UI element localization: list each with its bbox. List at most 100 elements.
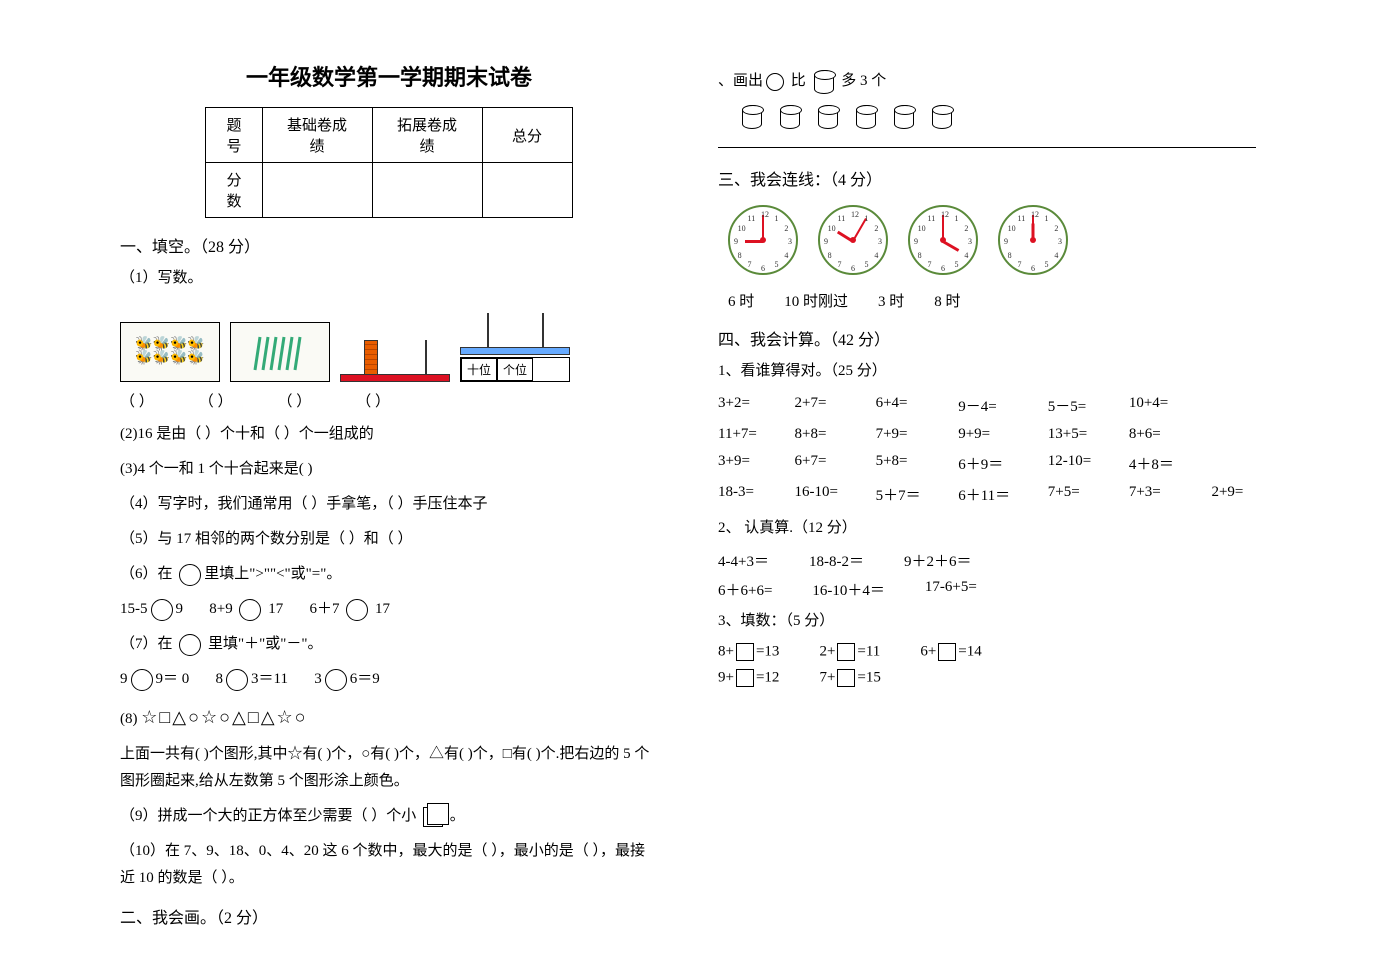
q8: (8) ☆□△○☆○△□△☆○	[120, 701, 658, 733]
calc-cell[interactable]: 7+9=	[876, 426, 934, 443]
clock-number: 4	[874, 251, 878, 260]
q7-items: 99＝ 0 83＝11 36＝9	[120, 666, 658, 693]
draw-instruction: 、画出 比 多 3 个	[718, 68, 1256, 95]
clock-4[interactable]: 123456789101112	[998, 205, 1068, 275]
p3b: 2+	[819, 643, 835, 659]
calc-cell[interactable]	[1211, 395, 1256, 416]
clock-number: 7	[838, 260, 842, 269]
sec3-head: 三、我会连线：（4 分）	[718, 166, 1256, 190]
cylinder-icon	[894, 105, 914, 129]
calc-item[interactable]: 9＋2＋6＝	[904, 550, 972, 571]
clock-3[interactable]: 123456789101112	[908, 205, 978, 275]
blank-2[interactable]: （ ）	[199, 390, 233, 411]
q6av: 9	[176, 601, 184, 617]
calc-cell[interactable]: 16-10=	[794, 484, 850, 505]
q6c: 6＋7	[309, 601, 339, 617]
calc-cell[interactable]: 7+3=	[1129, 484, 1187, 505]
calc-cell[interactable]: 18-3=	[718, 484, 769, 505]
q10: （10）在 7、9、18、0、4、20 这 6 个数中，最大的是（ ），最小的是…	[120, 838, 658, 892]
clock-number: 3	[1058, 237, 1062, 246]
fill-item: 8+=13	[718, 643, 779, 661]
blank-3[interactable]: （ ）	[278, 390, 312, 411]
fill-item: 7+ =15	[819, 669, 880, 687]
p2-row1: 4-4+3＝ 18-8-2＝ 9＋2＋6＝	[718, 550, 1256, 571]
cell-ext[interactable]	[372, 163, 482, 218]
circle-blank[interactable]	[131, 669, 153, 691]
blank-1[interactable]: （ ）	[120, 390, 154, 411]
p3e: 7+	[819, 669, 835, 685]
square-blank[interactable]	[837, 669, 855, 687]
calc-cell[interactable]: 6+7=	[794, 453, 850, 474]
abacus-2-wrap: 十位 个位	[460, 300, 570, 382]
abacus-labels: 十位 个位	[460, 357, 570, 382]
clock-number: 2	[874, 224, 878, 233]
calc-cell[interactable]: 5+8=	[876, 453, 934, 474]
circle-blank[interactable]	[239, 599, 261, 621]
calc-cell[interactable]: 9－4=	[958, 395, 1023, 416]
calc-cell[interactable]: 4＋8＝	[1129, 453, 1187, 474]
score-table: 题号 基础卷成绩 拓展卷成绩 总分 分数	[205, 107, 572, 218]
q7-pre: （7）在	[120, 636, 176, 652]
calc-cell[interactable]: 11+7=	[718, 426, 769, 443]
clock-number: 1	[955, 214, 959, 223]
square-blank[interactable]	[938, 643, 956, 661]
calc-cell[interactable]: 8+8=	[794, 426, 850, 443]
p3bv: =11	[857, 643, 880, 659]
calc-cell[interactable]: 10+4=	[1129, 395, 1187, 416]
calc-cell[interactable]: 9+9=	[958, 426, 1023, 443]
p3d: 9+	[718, 669, 734, 685]
circle-blank[interactable]	[226, 669, 248, 691]
p2-head: 2、 认真算.（12 分）	[718, 515, 1256, 542]
example-cylinder-icon	[814, 70, 834, 94]
calc-cell[interactable]: 7+5=	[1048, 484, 1104, 505]
calc-cell[interactable]: 6＋9＝	[958, 453, 1023, 474]
calc-item[interactable]: 6＋6+6=	[718, 579, 772, 600]
calc-item[interactable]: 18-8-2＝	[809, 550, 864, 571]
calc-cell[interactable]	[1211, 453, 1256, 474]
calc-cell[interactable]: 2+9=	[1211, 484, 1256, 505]
calc-cell[interactable]: 3+9=	[718, 453, 769, 474]
q7av: 9＝ 0	[156, 671, 190, 687]
circle-blank[interactable]	[151, 599, 173, 621]
square-blank[interactable]	[736, 643, 754, 661]
q7c: 3	[314, 671, 322, 687]
clock-number: 12	[941, 210, 949, 219]
calc-cell[interactable]: 5－5=	[1048, 395, 1104, 416]
q8-text: 上面一共有( )个图形,其中☆有( )个，○有( )个，△有( )个，□有( )…	[120, 741, 658, 795]
circle-blank[interactable]	[325, 669, 347, 691]
clock-number: 5	[865, 260, 869, 269]
clock-1[interactable]: 123456789101112	[728, 205, 798, 275]
p3ev: =15	[857, 669, 880, 685]
calc-cell[interactable]: 5＋7＝	[876, 484, 934, 505]
circle-blank[interactable]	[346, 599, 368, 621]
th-basic: 基础卷成绩	[262, 108, 372, 163]
calc-item[interactable]: 17-6+5=	[925, 579, 977, 600]
q6-post: 里填上">""<"或"="。	[204, 566, 341, 582]
clock-number: 4	[784, 251, 788, 260]
calc-cell[interactable]: 6+4=	[876, 395, 934, 416]
calc-cell[interactable]: 8+6=	[1129, 426, 1187, 443]
clock-number: 7	[928, 260, 932, 269]
q2: (2)16 是由（ ）个十和（ ）个一组成的	[120, 421, 658, 448]
calc-item[interactable]: 16-10＋4＝	[812, 579, 885, 600]
q9-pre: （9）拼成一个大的正方体至少需要（ ）个小	[120, 808, 420, 824]
calc-cell[interactable]: 13+5=	[1048, 426, 1104, 443]
calc-item[interactable]: 4-4+3＝	[718, 550, 769, 571]
th-num: 题号	[206, 108, 262, 163]
blank-4[interactable]: （ ）	[356, 390, 390, 411]
cell-basic[interactable]	[262, 163, 372, 218]
times-row: 6 时 10 时刚过 3 时 8 时	[728, 290, 1256, 311]
calc-cell[interactable]: 3+2=	[718, 395, 769, 416]
square-blank[interactable]	[736, 669, 754, 687]
q5: （5）与 17 相邻的两个数分别是（ ）和（ ）	[120, 526, 658, 553]
clock-2[interactable]: 123456789101112	[818, 205, 888, 275]
calc-cell[interactable]	[1211, 426, 1256, 443]
calc-cell[interactable]: 6＋11＝	[958, 484, 1023, 505]
cell-total[interactable]	[482, 163, 572, 218]
calc-cell[interactable]: 2+7=	[794, 395, 850, 416]
abacus-2	[460, 300, 570, 355]
square-blank[interactable]	[837, 643, 855, 661]
tens-label: 十位	[461, 358, 497, 381]
calc-cell[interactable]: 12-10=	[1048, 453, 1104, 474]
cylinder-row	[738, 105, 1256, 129]
